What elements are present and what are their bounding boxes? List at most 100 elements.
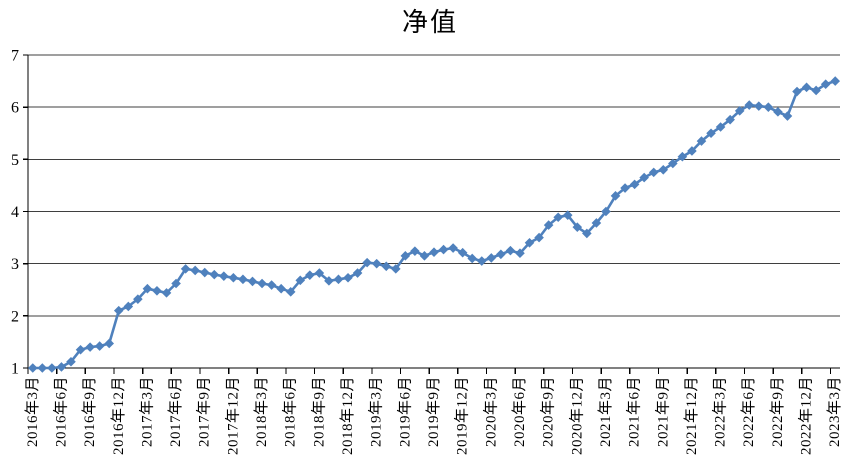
- y-tick-label: 1: [11, 361, 19, 378]
- data-point-marker: [744, 100, 755, 110]
- data-point-marker: [486, 253, 497, 263]
- data-point-marker: [515, 248, 525, 259]
- data-point-marker: [639, 172, 649, 183]
- data-point-marker: [247, 276, 258, 287]
- x-tick-label: 2016年12月: [110, 376, 127, 455]
- data-point-marker: [801, 82, 812, 93]
- x-tick-label: 2022年6月: [740, 376, 757, 447]
- data-point-marker: [629, 179, 640, 190]
- data-point-marker: [104, 338, 114, 349]
- data-point-marker: [27, 363, 38, 373]
- data-point-marker: [199, 267, 210, 278]
- y-tick-label: 3: [11, 256, 19, 273]
- data-point-marker: [610, 191, 621, 201]
- data-point-marker: [648, 167, 659, 178]
- x-tick-label: 2021年6月: [626, 376, 643, 447]
- x-tick-label: 2020年3月: [482, 376, 499, 447]
- data-point-marker: [505, 245, 516, 256]
- data-point-marker: [228, 272, 239, 283]
- x-tick-label: 2019年3月: [368, 376, 385, 447]
- y-tick-label: 2: [11, 308, 19, 325]
- data-point-marker: [687, 146, 697, 156]
- y-tick-label: 7: [11, 48, 19, 65]
- data-point-marker: [476, 256, 487, 266]
- data-point-marker: [219, 271, 229, 281]
- data-point-marker: [343, 272, 353, 283]
- data-point-marker: [295, 275, 306, 286]
- data-point-marker: [362, 257, 372, 268]
- data-point-marker: [467, 253, 478, 264]
- data-point-marker: [496, 249, 506, 260]
- x-tick-label: 2019年12月: [454, 376, 471, 455]
- data-point-marker: [448, 243, 458, 253]
- data-point-marker: [371, 258, 382, 269]
- x-tick-label: 2018年3月: [253, 376, 270, 447]
- x-tick-label: 2020年9月: [540, 376, 557, 447]
- data-point-marker: [180, 264, 191, 274]
- data-point-marker: [390, 264, 401, 274]
- x-tick-label: 2018年6月: [282, 376, 299, 447]
- data-point-marker: [47, 363, 57, 373]
- data-point-marker: [706, 128, 716, 139]
- data-point-marker: [754, 101, 764, 111]
- data-point-marker: [773, 107, 783, 117]
- data-point-marker: [238, 274, 248, 285]
- y-tick-label: 4: [11, 204, 19, 221]
- data-point-marker: [142, 283, 153, 294]
- data-point-marker: [782, 111, 793, 121]
- data-point-marker: [37, 363, 48, 373]
- data-point-marker: [696, 136, 707, 146]
- data-point-marker: [324, 276, 334, 286]
- data-point-marker: [438, 244, 449, 255]
- x-tick-label: 2016年3月: [24, 376, 41, 447]
- x-tick-label: 2019年6月: [396, 376, 413, 447]
- x-tick-label: 2020年12月: [568, 376, 585, 455]
- x-tick-label: 2021年12月: [683, 376, 700, 455]
- chart-title: 净值: [402, 8, 458, 37]
- y-tick-label: 6: [11, 100, 19, 117]
- data-point-marker: [75, 344, 86, 355]
- x-tick-label: 2021年9月: [654, 376, 671, 447]
- data-point-marker: [381, 261, 392, 272]
- x-tick-label: 2022年9月: [769, 376, 786, 447]
- x-tick-label: 2022年12月: [798, 376, 815, 455]
- data-point-marker: [352, 268, 363, 278]
- data-point-marker: [820, 79, 831, 90]
- data-point-marker: [314, 268, 325, 278]
- data-point-marker: [123, 301, 134, 312]
- data-point-marker: [524, 238, 535, 248]
- series-line: [32, 79, 836, 370]
- data-point-marker: [276, 283, 286, 294]
- data-point-marker: [582, 228, 592, 239]
- data-point-marker: [56, 362, 67, 372]
- y-tick-label: 5: [11, 152, 19, 169]
- x-tick-label: 2017年12月: [224, 376, 241, 455]
- data-point-marker: [410, 246, 420, 256]
- data-point-marker: [830, 76, 841, 86]
- data-point-marker: [534, 232, 544, 243]
- data-point-marker: [725, 114, 735, 125]
- plot-area: 1 2 3 4 5 6 7 2016年3月 2016年6月 2016年9月 2016年12月 2017…: [11, 48, 843, 456]
- data-point-marker: [66, 356, 76, 367]
- data-point-marker: [601, 206, 611, 217]
- x-tick-label: 2019年9月: [425, 376, 442, 447]
- data-point-marker: [591, 218, 602, 228]
- data-point-marker: [763, 102, 774, 112]
- x-tick-label: 2023年3月: [826, 376, 843, 447]
- x-tick-label: 2022年3月: [712, 376, 729, 447]
- data-point-marker: [668, 158, 678, 169]
- data-point-marker: [85, 342, 95, 352]
- data-point-marker: [257, 278, 267, 289]
- data-point-marker: [419, 251, 430, 261]
- x-tick-label: 2021年3月: [597, 376, 614, 447]
- data-point-marker: [266, 280, 277, 290]
- data-point-marker: [620, 183, 630, 193]
- data-point-marker: [734, 106, 745, 116]
- data-point-marker: [658, 164, 669, 175]
- data-point-marker: [457, 247, 468, 258]
- x-tick-label: 2018年9月: [310, 376, 327, 447]
- x-tick-label: 2016年6月: [52, 376, 69, 447]
- data-point-marker: [811, 85, 821, 96]
